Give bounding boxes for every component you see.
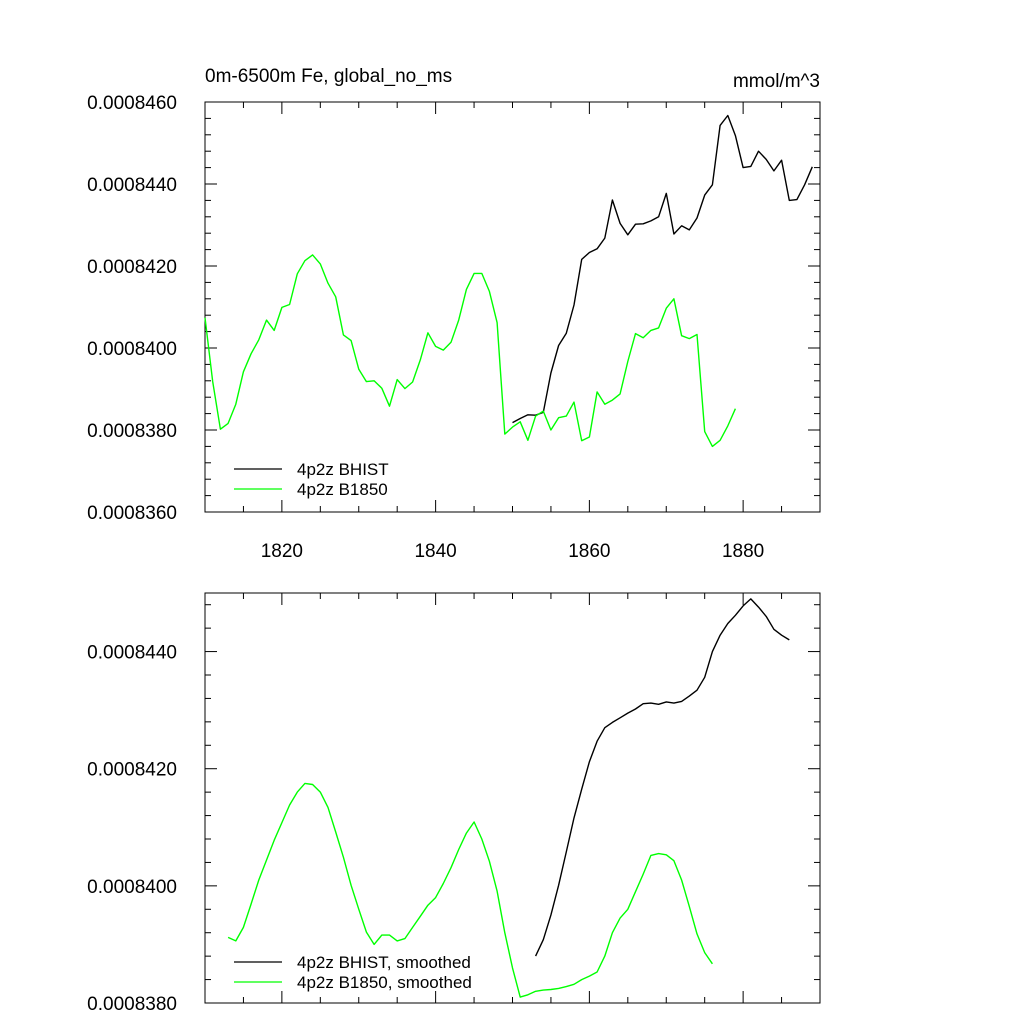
legend-label-b1850: 4p2z B1850 <box>297 480 388 499</box>
top-y-axis-labels: 0.0008360 0.0008380 0.0008400 0.0008420 0.00… <box>87 93 177 524</box>
top-legend: 4p2z BHIST 4p2z B1850 <box>234 460 389 499</box>
bottom-axis-ticks <box>204 593 821 1004</box>
bottom-plot-frame <box>204 592 821 1004</box>
top-axis-ticks <box>204 101 821 513</box>
y-tick-label: 0.0008440 <box>87 175 177 196</box>
y-tick-label: 0.0008460 <box>87 93 177 114</box>
x-tick-label: 1880 <box>722 541 764 562</box>
top-x-axis-labels: 1820 1840 1860 1880 <box>261 541 765 562</box>
bottom-legend: 4p2z BHIST, smoothed 4p2z B1850, smoothe… <box>234 953 472 992</box>
y-tick-label: 0.0008440 <box>87 643 177 664</box>
top-series-lines <box>204 114 813 448</box>
top-panel-title: 0m-6500m Fe, global_no_ms <box>205 66 452 87</box>
y-tick-label: 0.0008420 <box>87 257 177 278</box>
top-panel: 0m-6500m Fe, global_no_ms mmol/m^3 1820 1… <box>87 66 821 562</box>
bottom-series-line-bhist <box>534 598 790 957</box>
top-series-line-bhist <box>512 114 813 424</box>
top-panel-units: mmol/m^3 <box>733 71 820 92</box>
x-tick-label: 1840 <box>414 541 456 562</box>
y-tick-label: 0.0008380 <box>87 421 177 442</box>
bottom-panel: 0.0008380 0.0008400 0.0008420 0.0008440 4p2… <box>87 592 821 1015</box>
y-tick-label: 0.0008360 <box>87 503 177 524</box>
y-tick-label: 0.0008400 <box>87 339 177 360</box>
legend-label-bhist-smoothed: 4p2z BHIST, smoothed <box>297 953 471 972</box>
x-tick-label: 1860 <box>568 541 610 562</box>
y-tick-label: 0.0008380 <box>87 994 177 1015</box>
legend-label-b1850-smoothed: 4p2z B1850, smoothed <box>297 973 472 992</box>
y-tick-label: 0.0008420 <box>87 760 177 781</box>
top-series-line-b1850 <box>204 254 737 448</box>
top-plot-frame <box>204 101 821 513</box>
x-tick-label: 1820 <box>261 541 303 562</box>
y-tick-label: 0.0008400 <box>87 877 177 898</box>
bottom-series-line-b1850 <box>227 782 713 998</box>
legend-label-bhist: 4p2z BHIST <box>297 460 389 479</box>
bottom-series-lines <box>227 598 790 998</box>
bottom-y-axis-labels: 0.0008380 0.0008400 0.0008420 0.0008440 <box>87 643 177 1015</box>
